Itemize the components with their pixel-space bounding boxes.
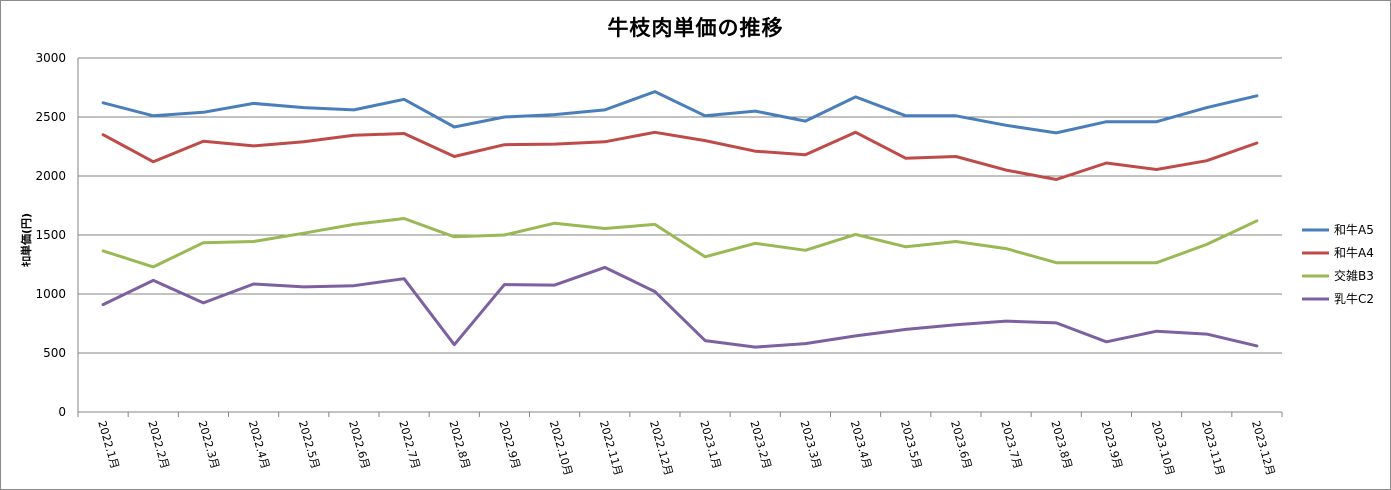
y-tick-label: 1000 [35,287,66,301]
chart-title: 牛枝肉単価の推移 [607,16,784,40]
x-tick-labels: 2022.1月 2022.2月 2022.3月 2022.4月 2022.5月 2022.… [95,419,1277,477]
x-tick-label: 2022.1月 [95,419,121,470]
x-tick-label: 2022.3月 [196,419,222,470]
legend-label: 乳牛C2 [1334,291,1374,306]
x-tick-label: 2023.5月 [898,419,924,470]
x-tick-label: 2023.6月 [948,419,974,470]
x-tick-label: 2022.6月 [346,419,372,470]
y-tick-label: 500 [43,346,66,360]
x-tick-label: 2023.2月 [747,419,773,470]
y-tick-label: 0 [58,405,66,419]
series-line [101,265,1259,349]
legend-label: 和牛A4 [1334,245,1374,260]
x-tick-label: 2022.9月 [497,419,523,470]
x-tick-label: 2023.7月 [998,419,1024,470]
gridlines [77,57,1283,417]
y-tick-label: 3000 [35,51,66,65]
x-tick-label: 2023.1月 [697,419,723,470]
x-tick-label: 2022.2月 [145,419,171,470]
x-tick-label: 2022.12月 [647,419,675,477]
x-tick-label: 2022.5月 [296,419,322,470]
x-tick-label: 2023.11月 [1199,419,1227,477]
x-tick-label: 2022.4月 [246,419,272,470]
x-tick-label: 2023.10月 [1149,419,1177,477]
x-tick-label: 2023.12月 [1249,419,1277,477]
x-tick-label: 2023.4月 [848,419,874,470]
series-lines [101,90,1259,349]
x-tick-label: 2022.10月 [547,419,575,477]
y-tick-labels: 0 500 1000 1500 2000 2500 3000 [35,51,66,419]
legend-label: 交雑B3 [1334,268,1374,283]
y-tick-label: 2500 [35,110,66,124]
x-tick-label: 2023.8月 [1048,419,1074,470]
legend-label: 和牛A5 [1334,222,1374,237]
legend: 和牛A5 和牛A4 交雑B3 乳牛C2 [1302,222,1374,306]
x-tick-label: 2022.11月 [597,419,625,477]
x-tick-label: 2022.8月 [446,419,472,470]
x-tick-label: 2022.7月 [396,419,422,470]
y-tick-label: 1500 [35,228,66,242]
x-tick-label: 2023.3月 [798,419,824,470]
series-line [101,217,1259,269]
x-tick-label: 2023.9月 [1099,419,1125,470]
series-line [101,90,1259,135]
y-tick-label: 2000 [35,169,66,183]
series-line [101,130,1259,181]
y-axis-label: ｷﾛ単価(円) [19,213,33,267]
